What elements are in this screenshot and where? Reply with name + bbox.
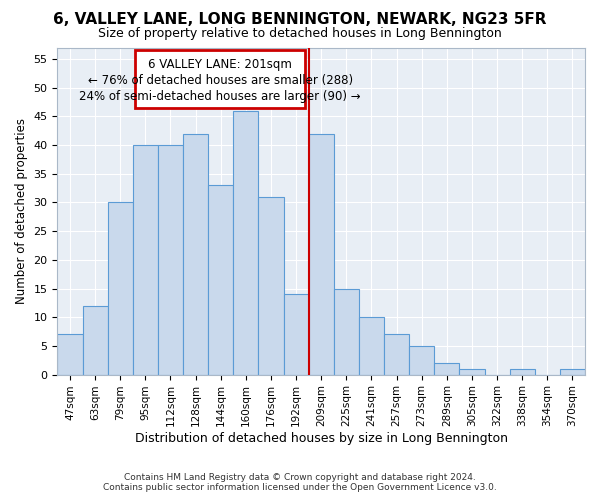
Bar [133,145,158,374]
Bar [233,110,259,374]
Bar [509,369,535,374]
Y-axis label: Number of detached properties: Number of detached properties [15,118,28,304]
Text: 24% of semi-detached houses are larger (90) →: 24% of semi-detached houses are larger (… [79,90,361,103]
Text: ← 76% of detached houses are smaller (288): ← 76% of detached houses are smaller (28… [88,74,353,86]
Bar [334,288,359,374]
X-axis label: Distribution of detached houses by size in Long Bennington: Distribution of detached houses by size … [135,432,508,445]
Bar [58,334,83,374]
Text: 6, VALLEY LANE, LONG BENNINGTON, NEWARK, NG23 5FR: 6, VALLEY LANE, LONG BENNINGTON, NEWARK,… [53,12,547,28]
Text: Size of property relative to detached houses in Long Bennington: Size of property relative to detached ho… [98,28,502,40]
Bar [259,196,284,374]
Bar [183,134,208,374]
Bar [135,50,305,108]
Bar [208,185,233,374]
Text: Contains HM Land Registry data © Crown copyright and database right 2024.
Contai: Contains HM Land Registry data © Crown c… [103,473,497,492]
Bar [107,202,133,374]
Bar [359,317,384,374]
Bar [460,369,485,374]
Text: 6 VALLEY LANE: 201sqm: 6 VALLEY LANE: 201sqm [148,58,292,71]
Bar [560,369,585,374]
Bar [284,294,308,374]
Bar [384,334,409,374]
Bar [83,306,107,374]
Bar [158,145,183,374]
Bar [308,134,334,374]
Bar [434,363,460,374]
Bar [409,346,434,374]
